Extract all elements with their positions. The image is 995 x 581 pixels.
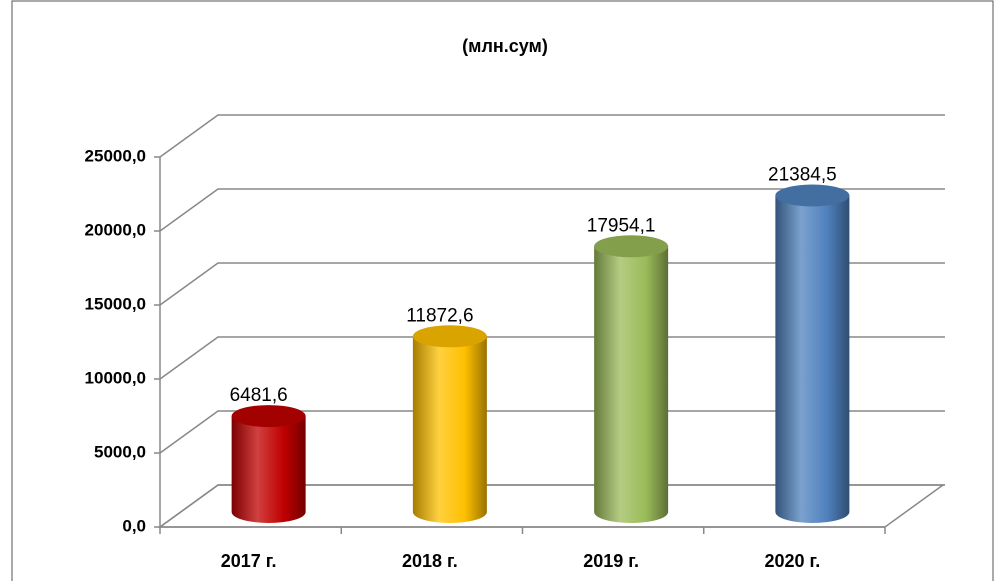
bar-top: [412, 325, 487, 348]
y-tick-label: 20000,0: [85, 220, 146, 239]
grid-line: [159, 262, 945, 306]
bar: [231, 416, 306, 523]
bar: [412, 336, 487, 523]
grid-line: [159, 410, 945, 454]
bar-top: [594, 235, 669, 258]
x-tick-label: 2018 г.: [402, 551, 458, 571]
y-tick-label: 15000,0: [85, 294, 146, 313]
y-tick-label: 25000,0: [85, 146, 146, 165]
x-tick-label: 2019 г.: [583, 551, 639, 571]
bar: [594, 246, 669, 523]
grid-line: [159, 188, 945, 232]
value-label: 21384,5: [768, 165, 837, 186]
x-tick-label: 2020 г.: [765, 551, 821, 571]
x-tick-label: 2017 г.: [221, 551, 277, 571]
chart-title: (млн.сум): [462, 36, 548, 56]
grid-line: [159, 484, 945, 528]
bar-top: [231, 405, 306, 428]
y-tick-label: 10000,0: [85, 368, 146, 387]
value-label: 6481,6: [230, 385, 288, 406]
grid-line: [159, 114, 945, 158]
value-label: 11872,6: [406, 305, 473, 326]
grid-line: [159, 336, 945, 380]
y-tick-label: 5000,0: [94, 442, 146, 461]
bar: [775, 195, 850, 523]
value-label: 17954,1: [587, 215, 656, 236]
y-tick-label: 0,0: [122, 516, 146, 535]
bar-top: [775, 184, 850, 207]
